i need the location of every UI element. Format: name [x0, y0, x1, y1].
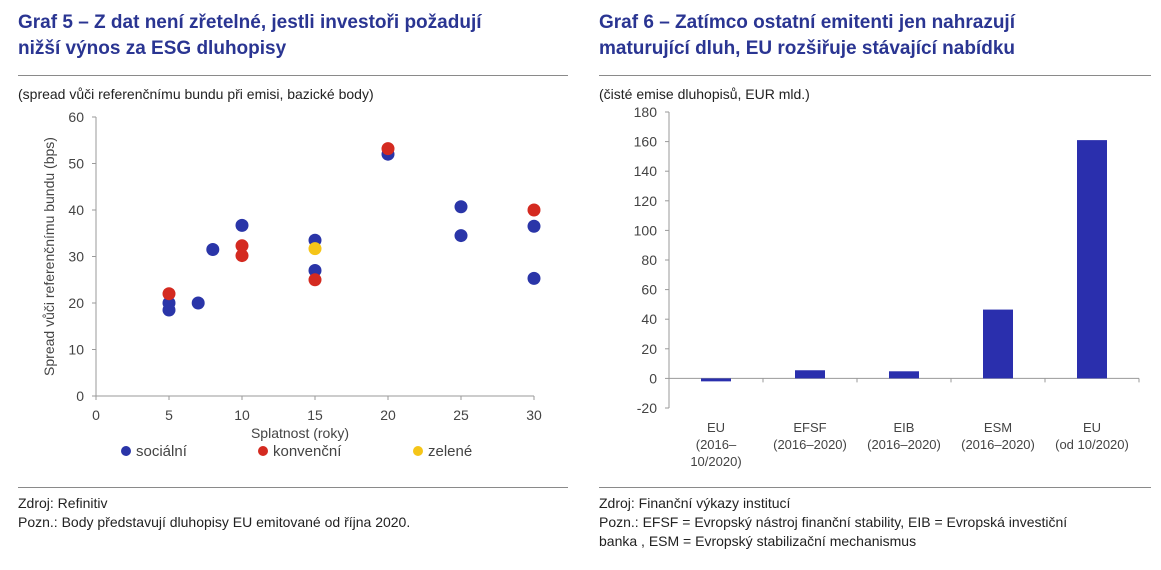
- y-tick-label: 30: [68, 249, 84, 265]
- x-axis-title: Splatnost (roky): [251, 425, 349, 441]
- data-point-sociální: [454, 229, 468, 243]
- y-tick-label: 120: [634, 193, 658, 209]
- data-point-konvenční: [235, 239, 249, 253]
- title-line: Graf 5 – Z dat není zřetelné, jestli inv…: [18, 12, 482, 33]
- divider: [18, 487, 568, 488]
- y-tick-label: 100: [634, 222, 658, 238]
- category-label: (2016–2020): [961, 437, 1035, 452]
- legend-label: konvenční: [273, 443, 342, 460]
- title-line: maturující dluh, EU rozšiřuje stávající …: [599, 38, 1015, 59]
- x-tick-label: 20: [380, 407, 396, 423]
- scatter-chart: 0 10 20 30 40 50 60 0 5 10 15 20 25 30 Splatnost (roky…: [41, 109, 542, 460]
- y-tick-label: 50: [68, 156, 84, 172]
- y-tick-label: 40: [68, 202, 84, 218]
- x-tick-label: 15: [307, 407, 323, 423]
- y-tick-label: 0: [76, 388, 84, 404]
- data-point-zelené: [308, 242, 322, 256]
- note-text: Pozn.: Body představují dluhopisy EU emi…: [18, 514, 411, 530]
- data-point-konvenční: [162, 287, 176, 301]
- bar: [795, 370, 825, 379]
- x-tick-label: 25: [453, 407, 469, 423]
- data-point-sociální: [235, 218, 249, 232]
- data-point-sociální: [206, 243, 220, 257]
- data-point-konvenční: [381, 142, 395, 156]
- data-point-sociální: [454, 200, 468, 214]
- y-tick-label: 80: [641, 252, 657, 268]
- legend-label: sociální: [136, 443, 188, 460]
- data-point-sociální: [191, 296, 205, 310]
- data-point-konvenční: [527, 203, 541, 217]
- legend-label: zelené: [428, 443, 472, 460]
- category-label: EU: [1083, 420, 1101, 435]
- data-point-sociální: [162, 303, 176, 317]
- x-tick-label: 30: [526, 407, 542, 423]
- data-point-konvenční: [235, 249, 249, 263]
- bar: [1077, 140, 1107, 379]
- title-line: nižší výnos za ESG dluhopisy: [18, 38, 287, 59]
- bar-chart: -20 0 20 40 60 80 100 120 140 160 180 EU (2016– 10/20…: [634, 104, 1140, 469]
- chart-subtitle: (spread vůči referenčnímu bundu při emis…: [18, 86, 374, 102]
- category-label: EU: [707, 420, 725, 435]
- y-tick-label: 140: [634, 163, 658, 179]
- title-line: Graf 6 – Zatímco ostatní emitenti jen na…: [599, 12, 1015, 33]
- category-label: (2016–: [696, 437, 737, 452]
- legend-marker: [258, 446, 268, 456]
- category-label: ESM: [984, 420, 1012, 435]
- data-point-sociální: [527, 219, 541, 233]
- chart-panel-graf-6: Graf 6 – Zatímco ostatní emitenti jen na…: [581, 0, 1161, 570]
- legend-marker: [121, 446, 131, 456]
- y-tick-label: -20: [637, 400, 657, 416]
- category-label: (2016–2020): [867, 437, 941, 452]
- divider: [599, 487, 1151, 488]
- data-point-sociální: [308, 263, 322, 277]
- y-tick-label: 60: [68, 109, 84, 125]
- category-label: 10/2020): [690, 454, 741, 469]
- category-label: (2016–2020): [773, 437, 847, 452]
- bar: [701, 378, 731, 382]
- y-tick-label: 20: [641, 341, 657, 357]
- y-tick-label: 0: [649, 370, 657, 386]
- y-tick-label: 160: [634, 134, 658, 150]
- y-axis-title: Spread vůči referenčnímu bundu (bps): [41, 137, 57, 376]
- chart-title: Graf 5 – Z dat není zřetelné, jestli inv…: [18, 10, 568, 62]
- x-tick-label: 5: [165, 407, 173, 423]
- category-label: EIB: [894, 420, 915, 435]
- divider: [18, 75, 568, 76]
- bar: [983, 309, 1013, 379]
- y-tick-label: 60: [641, 282, 657, 298]
- chart-subtitle: (čisté emise dluhopisů, EUR mld.): [599, 86, 810, 102]
- category-label: (od 10/2020): [1055, 437, 1129, 452]
- x-tick-label: 10: [234, 407, 250, 423]
- source-text: Zdroj: Refinitiv: [18, 495, 108, 511]
- x-tick-label: 0: [92, 407, 100, 423]
- chart-footer: Zdroj: Finanční výkazy institucí Pozn.: …: [599, 494, 1067, 551]
- divider: [599, 75, 1151, 76]
- chart-footer: Zdroj: Refinitiv Pozn.: Body představují…: [18, 494, 410, 532]
- chart-title: Graf 6 – Zatímco ostatní emitenti jen na…: [599, 10, 1149, 62]
- y-tick-label: 180: [634, 104, 658, 120]
- data-point-sociální: [527, 271, 541, 285]
- bar: [889, 371, 919, 379]
- y-tick-label: 10: [68, 342, 84, 358]
- legend-marker: [413, 446, 423, 456]
- chart-panel-graf-5: Graf 5 – Z dat není zřetelné, jestli inv…: [18, 10, 568, 532]
- source-text: Zdroj: Finanční výkazy institucí: [599, 495, 791, 511]
- y-tick-label: 20: [68, 295, 84, 311]
- y-tick-label: 40: [641, 311, 657, 327]
- note-text: banka , ESM = Evropský stabilizační mech…: [599, 533, 917, 549]
- note-text: Pozn.: EFSF = Evropský nástroj finanční …: [599, 514, 1068, 530]
- category-label: EFSF: [793, 420, 826, 435]
- data-point-konvenční: [308, 273, 322, 287]
